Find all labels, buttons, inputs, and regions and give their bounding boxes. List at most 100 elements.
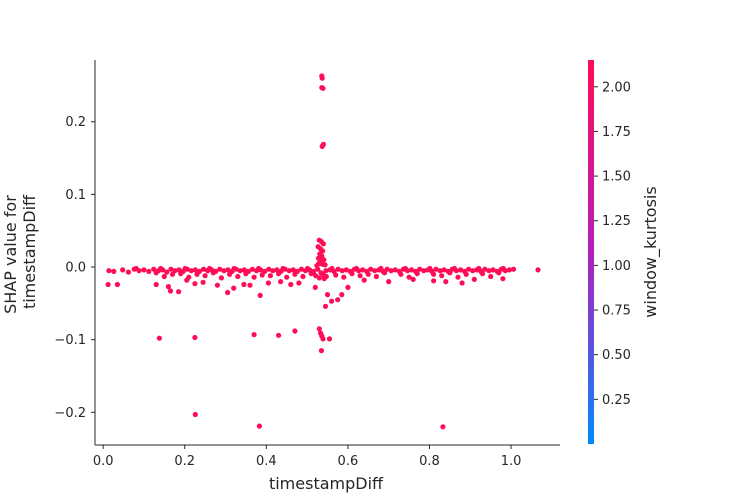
scatter-point bbox=[188, 268, 194, 274]
scatter-point bbox=[421, 268, 427, 274]
scatter-point bbox=[437, 268, 443, 274]
scatter-point bbox=[133, 265, 139, 272]
scatter-point bbox=[506, 267, 512, 273]
scatter-point bbox=[322, 262, 328, 268]
scatter-point bbox=[200, 266, 207, 272]
scatter-point bbox=[207, 265, 213, 272]
scatter-point bbox=[267, 273, 273, 279]
scatter-point bbox=[176, 289, 182, 295]
x-tick-label: 0.4 bbox=[256, 454, 277, 469]
x-axis-label: timestampDiff bbox=[269, 474, 384, 493]
scatter-point bbox=[300, 273, 306, 280]
scatter-point bbox=[167, 288, 174, 294]
scatter-point bbox=[324, 292, 331, 298]
scatter-point bbox=[417, 266, 423, 272]
scatter-point bbox=[153, 281, 159, 288]
scatter-point bbox=[106, 268, 112, 274]
scatter-point bbox=[339, 292, 345, 298]
colorbar-tick-label: 1.75 bbox=[602, 125, 631, 140]
scatter-point bbox=[431, 271, 437, 277]
scatter-point bbox=[192, 411, 198, 418]
scatter-point bbox=[335, 297, 341, 303]
scatter-point bbox=[486, 268, 492, 274]
scatter-point bbox=[276, 332, 282, 338]
scatter-point bbox=[341, 274, 347, 280]
scatter-point bbox=[259, 272, 265, 278]
scatter-point bbox=[427, 265, 433, 272]
scatter-point bbox=[308, 271, 314, 277]
scatter-point bbox=[402, 265, 408, 272]
scatter-point bbox=[368, 266, 374, 272]
scatter-point bbox=[339, 268, 345, 274]
scatter-point bbox=[290, 267, 296, 273]
colorbar-tick-label: 0.50 bbox=[602, 348, 631, 363]
scatter-point bbox=[111, 268, 117, 274]
scatter-point bbox=[276, 271, 282, 277]
scatter-point bbox=[227, 271, 233, 277]
scatter-point bbox=[288, 281, 294, 288]
scatter-point bbox=[441, 267, 447, 273]
x-tick-label: 0.2 bbox=[174, 454, 195, 469]
scatter-point bbox=[496, 270, 502, 276]
colorbar bbox=[588, 60, 594, 444]
scatter-point bbox=[345, 284, 351, 290]
scatter-point bbox=[329, 265, 335, 272]
scatter-point bbox=[200, 279, 206, 285]
scatter-point bbox=[178, 271, 184, 277]
scatter-point bbox=[182, 265, 188, 272]
colorbar-tick-label: 0.75 bbox=[602, 304, 631, 319]
scatter-point bbox=[500, 265, 506, 272]
scatter-point bbox=[408, 267, 415, 273]
scatter-point bbox=[120, 267, 126, 273]
scatter-point bbox=[164, 269, 170, 275]
y-tick-label: 0.1 bbox=[65, 188, 86, 203]
scatter-point bbox=[335, 266, 341, 272]
scatter-point bbox=[146, 268, 152, 274]
colorbar-tick-label: 2.00 bbox=[602, 80, 631, 95]
scatter-point bbox=[256, 265, 262, 272]
scatter-point bbox=[490, 267, 496, 273]
scatter-point bbox=[466, 266, 472, 272]
x-axis-ticks: 0.0 0.2 0.4 0.6 0.8 1.0 bbox=[93, 445, 521, 469]
scatter-point bbox=[249, 266, 255, 272]
scatter-point bbox=[343, 267, 349, 273]
scatter-point bbox=[315, 266, 321, 272]
scatter-point bbox=[482, 266, 488, 272]
scatter-point bbox=[322, 303, 329, 309]
scatter-point bbox=[443, 279, 449, 285]
scatter-point bbox=[210, 270, 216, 276]
scatter-point bbox=[386, 279, 392, 285]
scatter-point bbox=[439, 273, 445, 279]
scatter-points bbox=[105, 73, 541, 430]
colorbar-ticks: 2.00 1.75 1.50 1.25 1.00 0.75 0.50 0.25 bbox=[594, 80, 631, 408]
scatter-point bbox=[169, 271, 176, 277]
scatter-point bbox=[316, 326, 322, 332]
scatter-point bbox=[231, 285, 237, 291]
scatter-point bbox=[329, 298, 335, 304]
scatter-point bbox=[194, 271, 200, 277]
x-tick-label: 0.0 bbox=[93, 454, 114, 469]
scatter-point bbox=[321, 276, 327, 282]
scatter-point bbox=[114, 281, 120, 288]
y-axis-label: SHAP value for timestampDiff bbox=[1, 190, 39, 314]
scatter-point bbox=[237, 268, 243, 274]
scatter-point bbox=[451, 265, 457, 272]
scatter-point bbox=[168, 266, 174, 272]
scatter-point bbox=[459, 280, 465, 286]
scatter-point bbox=[357, 273, 363, 279]
scatter-point bbox=[319, 75, 325, 81]
scatter-point bbox=[241, 281, 247, 288]
scatter-point bbox=[266, 266, 272, 272]
scatter-point bbox=[470, 268, 476, 274]
scatter-point bbox=[431, 278, 437, 284]
y-axis-label-line-1: SHAP value for bbox=[1, 195, 20, 314]
scatter-point bbox=[217, 266, 223, 272]
scatter-point bbox=[141, 267, 147, 273]
scatter-point bbox=[304, 265, 311, 272]
scatter-point bbox=[231, 265, 237, 272]
scatter-point bbox=[372, 268, 378, 274]
scatter-point bbox=[326, 336, 333, 342]
scatter-point bbox=[280, 265, 286, 272]
scatter-point bbox=[153, 270, 159, 276]
y-tick-label: 0.0 bbox=[65, 261, 86, 276]
